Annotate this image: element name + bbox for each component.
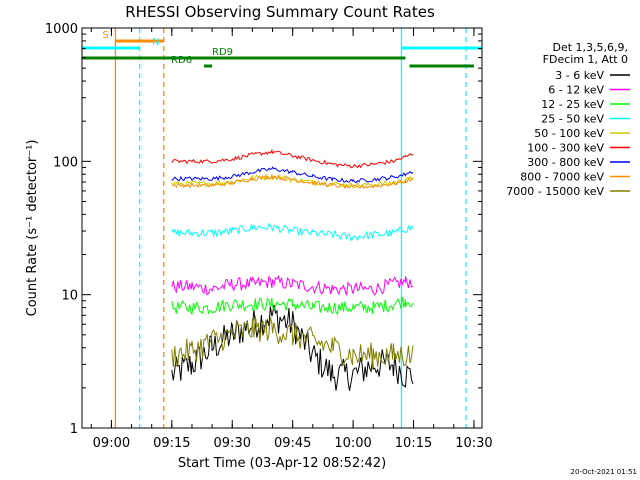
y-tick-label: 100 <box>53 155 78 170</box>
legend-entry-label: 3 - 6 keV <box>555 69 604 82</box>
series-line <box>171 222 414 242</box>
x-tick-label: 09:00 <box>93 436 130 451</box>
series-line <box>171 297 414 316</box>
y-tick-label: 1000 <box>45 22 78 37</box>
legend-entry-label: 7000 - 15000 keV <box>506 185 604 198</box>
x-tick-label: 10:30 <box>455 436 492 451</box>
legend-entry-label: 25 - 50 keV <box>541 113 604 126</box>
legend-entry-label: 6 - 12 keV <box>548 84 604 97</box>
x-tick-label: 09:30 <box>214 436 251 451</box>
annotation-bar-label: N <box>152 37 159 48</box>
series-lines <box>171 148 414 391</box>
x-axis-ticks: 09:00 09:15 09:30 09:45 10:00 10:15 10:30 <box>90 28 493 451</box>
y-tick-label: 1 <box>70 422 78 437</box>
series-line <box>171 148 414 169</box>
annotation-bar-label: RD9 <box>212 47 233 58</box>
legend-header-line: Det 1,3,5,6,9, <box>552 41 628 54</box>
legend-header-line: FDecim 1, Att 0 <box>543 53 628 66</box>
annotation-bars: S N RD9 RD6 <box>82 30 482 68</box>
series-line <box>171 174 414 190</box>
series-line <box>171 275 414 296</box>
series-line <box>171 166 414 184</box>
chart-title: RHESSI Observing Summary Count Rates <box>125 3 435 21</box>
legend-entry-label: 100 - 300 keV <box>527 142 604 155</box>
x-tick-label: 10:00 <box>334 436 371 451</box>
legend-entry-label: 800 - 7000 keV <box>520 171 604 184</box>
x-tick-label: 09:45 <box>274 436 311 451</box>
legend-entry-label: 50 - 100 keV <box>534 127 604 140</box>
legend: Det 1,3,5,6,9,FDecim 1, Att 0 3 - 6 keV 6 … <box>506 41 630 198</box>
series-line <box>171 304 414 391</box>
legend-entry-label: 12 - 25 keV <box>541 98 604 111</box>
plot-area: S N RD9 RD6 <box>81 27 483 429</box>
x-tick-label: 09:15 <box>153 436 190 451</box>
legend-entry-label: 300 - 800 keV <box>527 156 604 169</box>
series-line <box>171 316 414 369</box>
plot-frame <box>81 27 483 429</box>
y-tick-label: 10 <box>61 289 78 304</box>
annotation-bar-label: RD6 <box>171 55 192 66</box>
y-axis-label: Count Rate (s⁻¹ detector⁻¹) <box>25 140 40 317</box>
generation-timestamp: 20-Oct-2021 01:51 <box>571 468 637 476</box>
x-axis-label: Start Time (03-Apr-12 08:52:42) <box>178 456 386 471</box>
vertical-markers <box>114 28 467 428</box>
x-tick-label: 10:15 <box>395 436 432 451</box>
annotation-bar-label: S <box>102 30 108 41</box>
y-axis-ticks: 1 10 100 1000 <box>45 22 482 437</box>
